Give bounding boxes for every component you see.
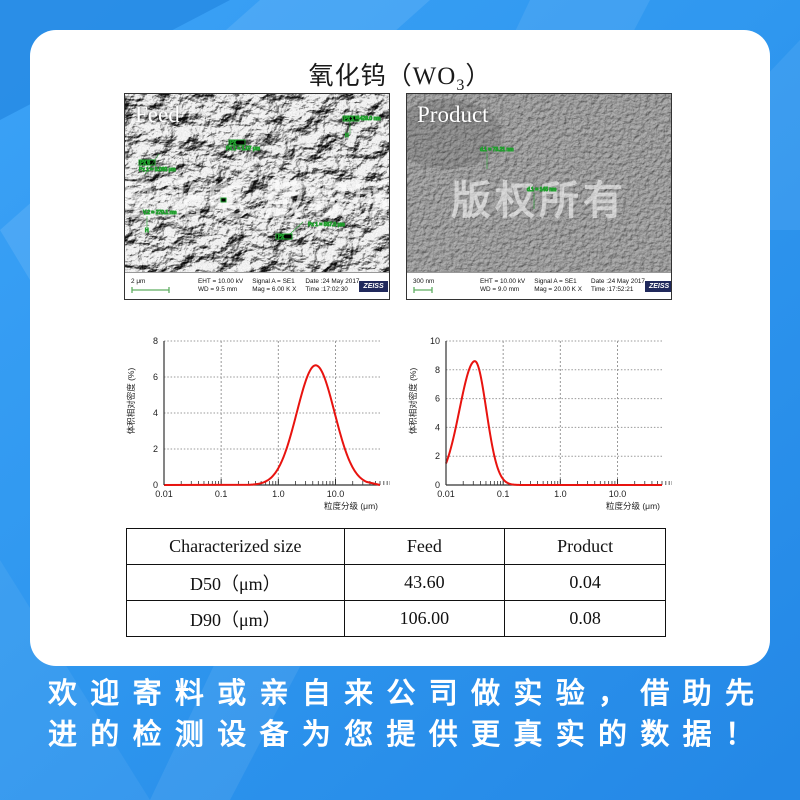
svg-text:0.01: 0.01	[155, 489, 173, 499]
svg-text:H: H	[145, 228, 149, 234]
svg-text:1.0: 1.0	[272, 489, 285, 499]
svg-text:H: H	[345, 133, 349, 139]
svg-text:d.1 = 73.21 nm: d.1 = 73.21 nm	[480, 147, 514, 153]
svg-text:10.0: 10.0	[609, 489, 627, 499]
svg-text:Px 1 = 1.07 μm: Px 1 = 1.07 μm	[226, 146, 260, 152]
svg-text:Px 6: Px 6	[140, 160, 150, 166]
svg-text:Px: Px	[278, 234, 284, 240]
svg-text:Px 1 = 567.0 μm: Px 1 = 567.0 μm	[308, 222, 345, 228]
svg-text:10.0: 10.0	[327, 489, 345, 499]
svg-text:0.1: 0.1	[215, 489, 228, 499]
svg-text:8: 8	[435, 365, 440, 375]
svg-text:1.0: 1.0	[554, 489, 567, 499]
svg-text:Px 1 = 428.0 nm: Px 1 = 428.0 nm	[344, 116, 381, 122]
svg-text:2: 2	[435, 451, 440, 461]
svg-text:10: 10	[430, 336, 440, 346]
svg-text:6: 6	[435, 394, 440, 404]
svg-text:0.01: 0.01	[437, 489, 455, 499]
svg-text:0.1: 0.1	[497, 489, 510, 499]
svg-text:8: 8	[153, 336, 158, 346]
svg-text:Px 1 = 3.060 μm: Px 1 = 3.060 μm	[139, 167, 176, 173]
svg-text:4: 4	[435, 422, 440, 432]
svg-text:V.2 = 270.1 nm: V.2 = 270.1 nm	[143, 210, 177, 216]
svg-text:d.1 = 145 nm: d.1 = 145 nm	[527, 187, 556, 193]
svg-text:粒度分级 (μm): 粒度分级 (μm)	[324, 501, 378, 511]
svg-text:4: 4	[153, 408, 158, 418]
svg-text:6: 6	[153, 372, 158, 382]
svg-text:粒度分级 (μm): 粒度分级 (μm)	[606, 501, 660, 511]
svg-text:2: 2	[153, 444, 158, 454]
